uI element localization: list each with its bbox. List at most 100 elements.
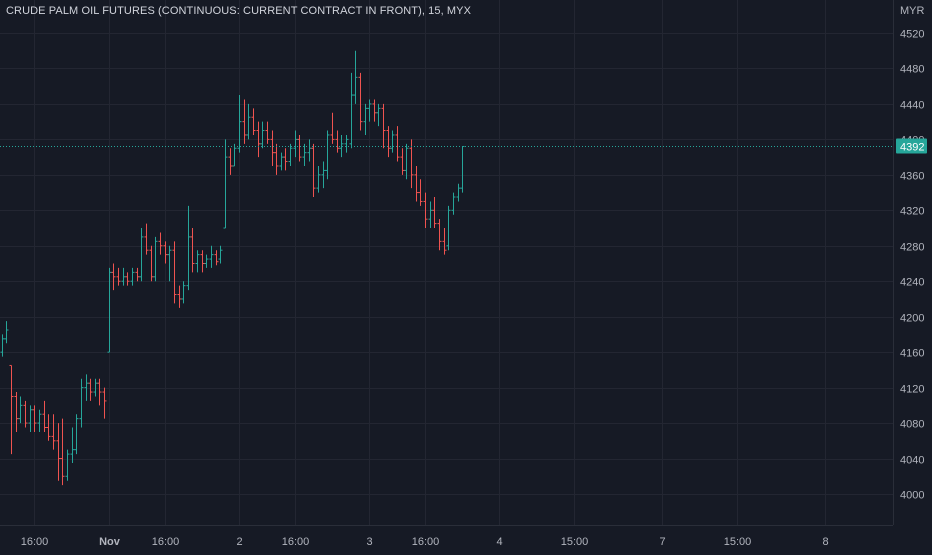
ohlc-bar: [270, 130, 275, 166]
y-tick-label: 4320: [900, 206, 924, 218]
ohlc-bar: [88, 378, 93, 401]
ohlc-bar: [209, 245, 214, 268]
ohlc-bar: [283, 148, 288, 171]
ohlc-bar: [9, 364, 14, 455]
ohlc-bar: [349, 72, 354, 149]
ohlc-bar: [409, 139, 414, 189]
ohlc-bar: [167, 245, 172, 282]
x-tick-label: 2: [236, 536, 242, 548]
y-tick-label: 4160: [900, 348, 924, 360]
ohlc-bar: [358, 72, 363, 131]
ohlc-bar: [260, 121, 265, 149]
ohlc-bar: [307, 139, 312, 162]
x-tick-label: 15:00: [561, 536, 589, 548]
ohlc-bar: [386, 126, 391, 158]
x-tick-label: 4: [496, 536, 502, 548]
ohlc-bar: [237, 95, 242, 153]
y-tick-label: 4200: [900, 313, 924, 325]
ohlc-bar: [130, 267, 135, 286]
ohlc-bar: [418, 179, 423, 206]
ohlc-bar: [428, 201, 433, 229]
ohlc-bar: [84, 374, 89, 401]
ohlc-bar: [265, 121, 270, 144]
y-tick-label: 4480: [900, 64, 924, 76]
ohlc-bar: [102, 387, 107, 419]
x-tick-label: 16:00: [21, 536, 49, 548]
ohlc-bar: [190, 228, 195, 273]
ohlc-bar: [451, 192, 456, 215]
ohlc-bar: [274, 143, 279, 175]
ohlc-bar: [158, 232, 163, 255]
x-tick-label: 16:00: [152, 536, 180, 548]
x-tick-label: Nov: [99, 536, 121, 548]
last-price-marker: 4392: [0, 138, 927, 154]
ohlc-bar: [353, 50, 358, 104]
y-tick-label: 4520: [900, 29, 924, 41]
y-tick-label: 4040: [900, 455, 924, 467]
ohlc-bar: [204, 254, 209, 268]
last-price-badge: [896, 138, 927, 154]
ohlc-bar: [28, 405, 33, 432]
ohlc-bar: [330, 112, 335, 144]
ohlc-bar: [344, 134, 349, 153]
ohlc-bar: [311, 143, 316, 198]
ohlc-bar: [111, 263, 116, 291]
ohlc-bar: [228, 148, 233, 175]
ohlc-bar: [0, 334, 5, 357]
y-tick-label: 4280: [900, 242, 924, 254]
ohlc-bar: [321, 161, 326, 189]
ohlc-bar: [414, 165, 419, 202]
ohlc-bar: [177, 285, 182, 308]
grid: [0, 0, 894, 526]
ohlc-bar: [335, 130, 340, 153]
ohlc-bar: [51, 414, 56, 450]
ohlc-bar: [423, 192, 428, 229]
ohlc-bar: [172, 241, 177, 304]
ohlc-bar: [256, 121, 261, 158]
ohlc-bar: [404, 143, 409, 180]
ohlc-bar: [186, 205, 191, 291]
ohlc-bar: [135, 267, 140, 282]
ohlc-bar: [46, 414, 51, 441]
chart-title: CRUDE PALM OIL FUTURES (CONTINUOUS: CURR…: [6, 5, 472, 17]
y-tick-label: 4120: [900, 384, 924, 396]
ohlc-bar: [223, 139, 228, 229]
ohlc-bar: [37, 409, 42, 432]
currency-label: MYR: [900, 5, 925, 17]
ohlc-bar: [302, 143, 307, 166]
x-tick-label: 16:00: [412, 536, 440, 548]
ohlc-bar: [297, 134, 302, 162]
ohlc-bar: [363, 103, 368, 135]
ohlc-bar: [107, 267, 112, 353]
ohlc-bar: [23, 400, 28, 428]
ohlc-bar: [279, 152, 284, 171]
ohlc-bar: [372, 99, 377, 122]
x-tick-label: 8: [822, 536, 828, 548]
ohlc-bar: [139, 228, 144, 282]
ohlc-bar: [42, 400, 47, 432]
ohlc-bar: [116, 267, 121, 286]
ohlc-bar: [242, 99, 247, 144]
ohlc-bar: [74, 414, 79, 455]
ohlc-bar: [367, 99, 372, 122]
ohlc-bar: [79, 378, 84, 428]
ohlc-bar: [163, 241, 168, 264]
ohlc-bar: [232, 143, 237, 167]
ohlc-bar: [32, 405, 37, 432]
ohlc-bar: [390, 130, 395, 153]
x-tick-label: 7: [659, 536, 665, 548]
ohlc-bar: [97, 378, 102, 406]
ohlc-bar: [144, 223, 149, 255]
x-tick-label: 15:00: [724, 536, 752, 548]
ohlc-bar: [437, 219, 442, 251]
ohlc-bar: [376, 103, 381, 127]
x-axis: 16:00 Nov 16:00 2 16:00 3 16:00 4 15:00 7 15:00 8: [21, 536, 829, 548]
y-tick-label: 4360: [900, 171, 924, 183]
ohlc-bar: [181, 281, 186, 304]
ohlc-bar: [195, 250, 200, 273]
ohlc-bar: [4, 321, 9, 344]
ohlc-bar: [246, 103, 251, 140]
ohlc-bar: [325, 130, 330, 180]
ohlc-bar: [60, 418, 65, 486]
